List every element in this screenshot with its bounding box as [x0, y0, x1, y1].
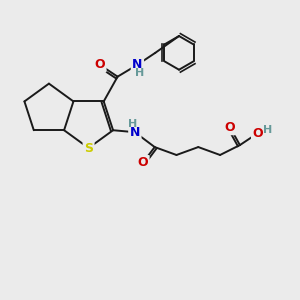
Text: H: H: [263, 125, 272, 135]
Text: H: H: [128, 119, 137, 129]
Text: O: O: [137, 156, 148, 170]
Text: O: O: [94, 58, 105, 71]
Text: H: H: [135, 68, 144, 78]
Text: O: O: [225, 121, 235, 134]
Text: S: S: [84, 142, 93, 154]
Text: N: N: [132, 58, 142, 71]
Text: O: O: [252, 127, 263, 140]
Text: N: N: [130, 126, 140, 139]
